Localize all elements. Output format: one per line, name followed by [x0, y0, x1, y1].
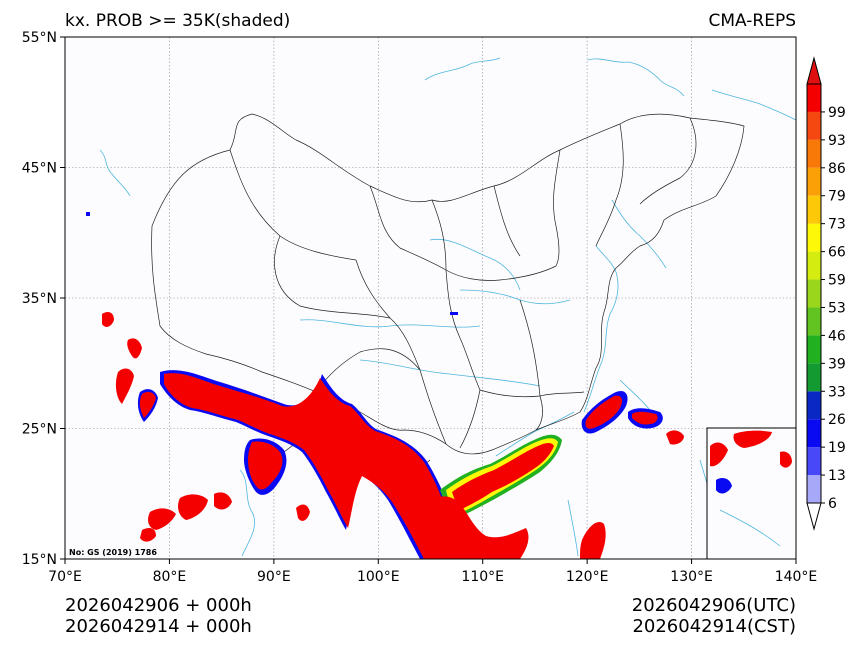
lon-tick-label: 110°E	[461, 569, 504, 585]
valid-time-utc: 2026042906(UTC)	[632, 595, 796, 616]
lon-tick-label: 100°E	[357, 569, 400, 585]
colorbar-segment	[807, 335, 821, 364]
lon-tick-label: 130°E	[670, 569, 713, 585]
colorbar-label: 66	[828, 245, 846, 261]
colorbar-segment	[807, 447, 821, 476]
colorbar-under-arrow	[806, 502, 822, 531]
lon-tick-label: 80°E	[153, 569, 187, 585]
colorbar-segment	[807, 475, 821, 503]
colorbar-label: 93	[828, 133, 846, 149]
colorbar-segment	[807, 167, 821, 196]
colorbar: 6 13 19 26 33 39 46 53 59 66 73 79 86 93 99	[806, 56, 846, 531]
lon-tick-label: 140°E	[775, 569, 818, 585]
colorbar-segment	[807, 139, 821, 168]
colorbar-label: 39	[828, 356, 846, 372]
colorbar-segment	[807, 391, 821, 420]
model-name: CMA-REPS	[708, 11, 796, 31]
colorbar-segment	[807, 307, 821, 336]
lon-tick-label: 120°E	[566, 569, 609, 585]
map-credit: No: GS (2019) 1786	[69, 548, 157, 557]
colorbar-label: 33	[828, 384, 846, 400]
colorbar-label: 86	[828, 161, 846, 177]
colorbar-label: 99	[828, 105, 846, 121]
colorbar-label: 53	[828, 300, 846, 316]
lon-tick-label: 90°E	[257, 569, 291, 585]
latitude-axis: 15°N 25°N 35°N 45°N 55°N	[22, 30, 65, 568]
colorbar-label: 26	[828, 412, 846, 428]
colorbar-over-arrow	[806, 56, 822, 85]
colorbar-segment	[807, 84, 821, 112]
lat-tick-label: 15°N	[22, 552, 57, 568]
lat-tick-label: 35°N	[22, 291, 57, 307]
map-panel: No: GS (2019) 1786	[64, 36, 797, 560]
colorbar-frame	[806, 83, 822, 504]
colorbar-segment	[807, 279, 821, 308]
colorbar-segment	[807, 251, 821, 280]
colorbar-label: 13	[828, 468, 846, 484]
longitude-axis: 70°E 80°E 90°E 100°E 110°E 120°E 130°E 140°E	[48, 559, 817, 585]
colorbar-label: 79	[828, 189, 846, 205]
init-time-cst: 2026042914 + 000h	[65, 616, 252, 637]
colorbar-segment	[807, 111, 821, 140]
valid-time-cst: 2026042914(CST)	[632, 616, 796, 637]
colorbar-label: 6	[828, 496, 837, 512]
chart-title: kx. PROB >= 35K(shaded)	[65, 11, 290, 31]
colorbar-label: 73	[828, 217, 846, 233]
inset-map	[706, 427, 797, 560]
lat-tick-label: 55°N	[22, 30, 57, 46]
colorbar-label: 19	[828, 440, 846, 456]
coastlines-rivers	[99, 57, 797, 557]
colorbar-segment	[807, 223, 821, 252]
colorbar-segment	[807, 195, 821, 224]
colorbar-segment	[807, 419, 821, 448]
prob-shading	[86, 212, 684, 559]
colorbar-label: 59	[828, 273, 846, 289]
lat-tick-label: 25°N	[22, 422, 57, 438]
init-time-utc: 2026042906 + 000h	[65, 595, 252, 616]
lat-tick-label: 45°N	[22, 161, 57, 177]
colorbar-label: 46	[828, 328, 846, 344]
lon-tick-label: 70°E	[48, 569, 82, 585]
colorbar-segment	[807, 363, 821, 392]
